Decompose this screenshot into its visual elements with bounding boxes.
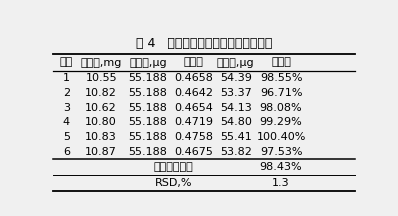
Text: 2: 2 xyxy=(63,88,70,98)
Text: 54.80: 54.80 xyxy=(220,117,252,127)
Text: 97.53%: 97.53% xyxy=(260,147,302,157)
Text: 3: 3 xyxy=(63,103,70,113)
Text: 4: 4 xyxy=(63,117,70,127)
Text: 55.41: 55.41 xyxy=(220,132,252,142)
Text: 98.08%: 98.08% xyxy=(260,103,302,113)
Text: 10.62: 10.62 xyxy=(85,103,117,113)
Text: 55.188: 55.188 xyxy=(129,103,168,113)
Text: 10.87: 10.87 xyxy=(85,147,117,157)
Text: 10.55: 10.55 xyxy=(86,73,117,83)
Text: 1.3: 1.3 xyxy=(272,178,290,188)
Text: 10.82: 10.82 xyxy=(85,88,117,98)
Text: 55.188: 55.188 xyxy=(129,117,168,127)
Text: 0.4758: 0.4758 xyxy=(174,132,213,142)
Text: RSD,%: RSD,% xyxy=(155,178,193,188)
Text: 1: 1 xyxy=(63,73,70,83)
Text: 10.80: 10.80 xyxy=(85,117,117,127)
Text: 0.4719: 0.4719 xyxy=(174,117,213,127)
Text: 6: 6 xyxy=(63,147,70,157)
Text: 平均值回收率: 平均值回收率 xyxy=(154,162,193,172)
Text: 回收率: 回收率 xyxy=(271,57,291,68)
Text: 54.39: 54.39 xyxy=(220,73,252,83)
Text: 10.83: 10.83 xyxy=(85,132,117,142)
Text: 表 4   胶体果胶铋原料回收率测定结果: 表 4 胶体果胶铋原料回收率测定结果 xyxy=(136,37,272,50)
Text: 53.82: 53.82 xyxy=(220,147,252,157)
Text: 称样量,mg: 称样量,mg xyxy=(80,57,122,68)
Text: 测得量,μg: 测得量,μg xyxy=(217,57,255,68)
Text: 53.37: 53.37 xyxy=(220,88,252,98)
Text: 55.188: 55.188 xyxy=(129,132,168,142)
Text: 55.188: 55.188 xyxy=(129,73,168,83)
Text: 54.13: 54.13 xyxy=(220,103,252,113)
Text: 99.29%: 99.29% xyxy=(259,117,302,127)
Text: 0.4642: 0.4642 xyxy=(174,88,213,98)
Text: 0.4654: 0.4654 xyxy=(174,103,213,113)
Text: 98.55%: 98.55% xyxy=(260,73,302,83)
Text: 序号: 序号 xyxy=(60,57,73,68)
Text: 0.4658: 0.4658 xyxy=(174,73,213,83)
Text: 0.4675: 0.4675 xyxy=(174,147,213,157)
Text: 96.71%: 96.71% xyxy=(260,88,302,98)
Text: 吸光度: 吸光度 xyxy=(183,57,203,68)
Text: 加入量,μg: 加入量,μg xyxy=(129,57,167,68)
Text: 55.188: 55.188 xyxy=(129,147,168,157)
Text: 98.43%: 98.43% xyxy=(260,162,302,172)
Text: 55.188: 55.188 xyxy=(129,88,168,98)
Text: 5: 5 xyxy=(63,132,70,142)
Text: 100.40%: 100.40% xyxy=(256,132,306,142)
